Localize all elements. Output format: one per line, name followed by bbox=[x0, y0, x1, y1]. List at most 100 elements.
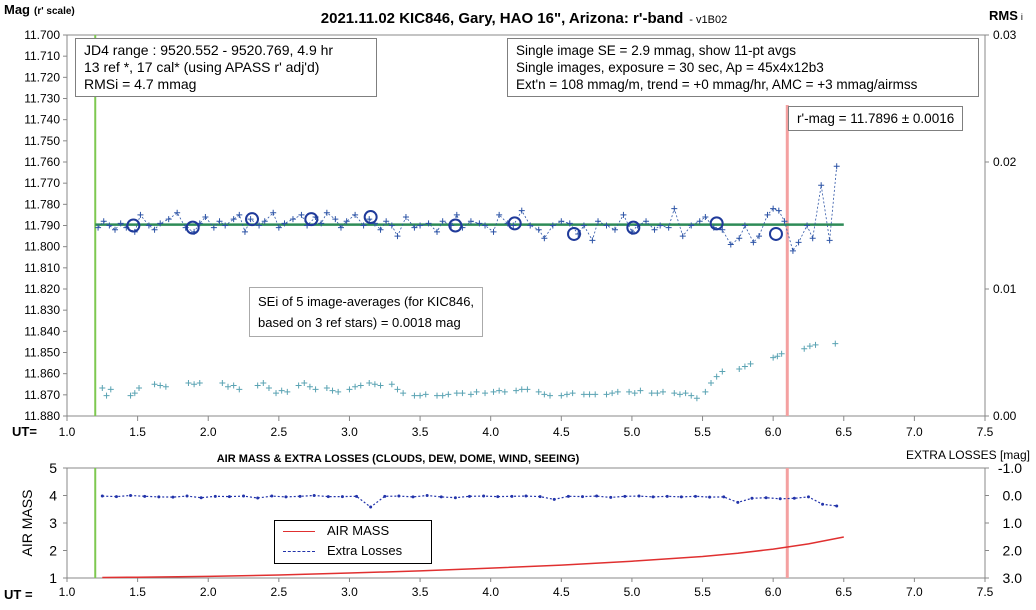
mag-point bbox=[174, 209, 181, 216]
mag-point bbox=[679, 233, 686, 240]
rms-point bbox=[278, 387, 285, 394]
extra-losses-point bbox=[227, 495, 231, 499]
rms-point bbox=[301, 379, 308, 386]
rms-point bbox=[196, 379, 203, 386]
mag-point bbox=[770, 205, 777, 212]
rms-point bbox=[323, 385, 330, 392]
mag-point bbox=[151, 226, 158, 233]
rms-point bbox=[648, 390, 655, 397]
legend-extra-losses-label: Extra Losses bbox=[327, 543, 403, 558]
upper-y-tick-label: 11.750 bbox=[24, 134, 60, 148]
lower-y2-tick-label: 3.0 bbox=[1003, 570, 1023, 586]
mag-point bbox=[411, 224, 418, 231]
extra-losses-point bbox=[312, 494, 316, 497]
rms-point bbox=[688, 392, 695, 399]
rms-point bbox=[708, 379, 715, 386]
rms-point bbox=[682, 390, 689, 397]
avg-point bbox=[768, 226, 783, 241]
mag-point bbox=[165, 216, 172, 223]
extra-losses-point bbox=[468, 494, 472, 498]
upper-y-tick-label: 11.820 bbox=[24, 282, 60, 296]
rms-point bbox=[569, 390, 576, 397]
mag-point bbox=[611, 226, 618, 233]
upper-y-tick-label: 11.830 bbox=[24, 303, 60, 317]
mag-point bbox=[826, 237, 833, 244]
extra-losses-point bbox=[764, 496, 768, 500]
rms-point bbox=[467, 391, 474, 398]
mag-point bbox=[756, 233, 763, 240]
mag-point bbox=[377, 226, 384, 233]
mag-result-box: r'-mag = 11.7896 ± 0.0016 bbox=[788, 106, 964, 131]
extra-losses-point bbox=[439, 495, 443, 499]
mag-point bbox=[809, 235, 816, 242]
rms-point bbox=[741, 363, 748, 370]
lower-x-tick-label: 2.5 bbox=[271, 585, 288, 599]
extra-losses-point bbox=[665, 494, 669, 498]
avg-point bbox=[709, 216, 724, 231]
extra-losses-point bbox=[736, 500, 740, 504]
extra-losses-point bbox=[185, 494, 189, 498]
upper-x-tick-label: 2.5 bbox=[271, 425, 288, 439]
mag-point bbox=[222, 222, 229, 229]
lower-x-tick-label: 6.5 bbox=[835, 585, 852, 599]
rms-point bbox=[388, 381, 395, 388]
mag-point bbox=[332, 216, 339, 223]
rms-point bbox=[411, 392, 418, 399]
mag-point bbox=[247, 216, 254, 223]
mag-point bbox=[383, 218, 390, 225]
mag-point bbox=[241, 228, 248, 235]
upper-x-tick-label: 6.5 bbox=[835, 425, 852, 439]
mag-point bbox=[434, 228, 441, 235]
rms-point bbox=[693, 395, 700, 402]
extra-losses-point bbox=[835, 504, 839, 508]
mag-point bbox=[490, 228, 497, 235]
upper-y2-tick-label: 0.02 bbox=[993, 155, 1017, 169]
upper-y-tick-label: 11.730 bbox=[24, 92, 60, 106]
mag-point bbox=[651, 226, 658, 233]
avg-point bbox=[363, 210, 378, 225]
upper-x-tick-label: 5.0 bbox=[624, 425, 641, 439]
mag-point bbox=[202, 214, 209, 221]
mag-point bbox=[281, 220, 288, 227]
rms-point bbox=[637, 387, 644, 394]
legend-air-mass-label: AIR MASS bbox=[327, 523, 390, 538]
upper-x-tick-label: 4.5 bbox=[553, 425, 570, 439]
rms-point bbox=[812, 341, 819, 348]
rms-point bbox=[626, 388, 633, 395]
upper-x-tick-label: 1.0 bbox=[59, 425, 76, 439]
rms-point bbox=[422, 391, 429, 398]
extra-losses-point bbox=[595, 494, 599, 498]
extra-losses-point bbox=[256, 496, 260, 500]
left-axis-label: Mag (r' scale) bbox=[4, 2, 75, 17]
extra-losses-point bbox=[383, 494, 387, 498]
mag-point bbox=[360, 222, 367, 229]
extra-losses-point bbox=[482, 494, 486, 498]
avg-point bbox=[304, 212, 319, 227]
mag-point bbox=[671, 205, 678, 212]
extra-losses-point bbox=[651, 495, 655, 499]
rms-point bbox=[357, 382, 364, 389]
info-box-left: JD4 range : 9520.552 - 9520.769, 4.9 hr … bbox=[75, 38, 377, 97]
mag-point bbox=[741, 222, 748, 229]
mag-point bbox=[117, 220, 124, 227]
mag-point bbox=[210, 224, 217, 231]
rms-point bbox=[747, 360, 754, 367]
mag-point bbox=[145, 222, 152, 229]
sei-line-2: based on 3 ref stars) = 0.0018 mag bbox=[258, 315, 461, 330]
rms-point bbox=[524, 386, 531, 393]
rms-point bbox=[659, 388, 666, 395]
upper-y-tick-label: 11.840 bbox=[24, 324, 60, 338]
upper-y-tick-label: 11.860 bbox=[24, 367, 60, 381]
info-left-line-1: JD4 range : 9520.552 - 9520.769, 4.9 hr bbox=[84, 42, 334, 58]
extra-losses-point bbox=[114, 495, 118, 499]
lower-y-tick-label: 2 bbox=[49, 543, 57, 559]
sei-box: SEi of 5 image-averages (for KIC846, bas… bbox=[249, 287, 484, 337]
legend: AIR MASS Extra Losses bbox=[274, 520, 432, 564]
extra-losses-point bbox=[792, 496, 796, 500]
mag-point bbox=[402, 214, 409, 221]
mag-point bbox=[696, 218, 703, 225]
rms-point bbox=[586, 391, 593, 398]
mag-point bbox=[580, 222, 587, 229]
extra-losses-point bbox=[566, 494, 570, 498]
